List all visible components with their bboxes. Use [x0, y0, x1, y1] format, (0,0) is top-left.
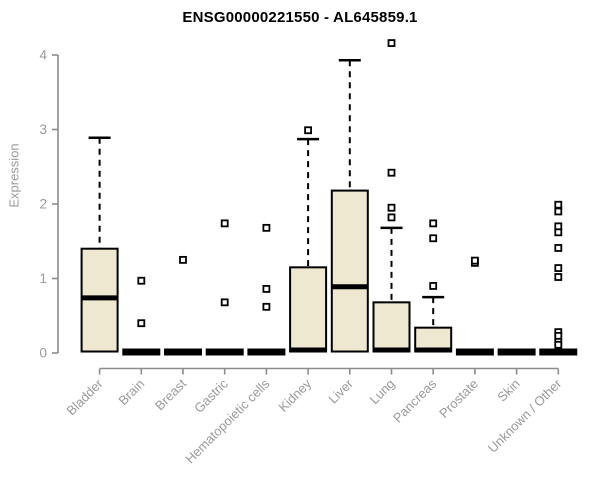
y-tick-label-3: 3	[39, 122, 47, 137]
outlier-gastric-0	[220, 219, 229, 228]
box-liver	[330, 189, 369, 353]
x-tick-label-unknown-other: Unknown / Other	[485, 376, 565, 456]
outlier-unknown-other-10	[554, 340, 563, 349]
flat-box-unknown-other	[539, 348, 578, 356]
y-tick-label-2: 2	[39, 197, 47, 212]
flat-box-prostate	[455, 348, 494, 356]
outlier-pancreas-0	[429, 219, 438, 228]
outlier-lung-3	[387, 213, 396, 222]
flat-box-hematopoietic-cells	[247, 348, 286, 356]
flat-box-brain	[122, 348, 161, 356]
x-tick-label-liver: Liver	[325, 376, 356, 407]
outlier-unknown-other-3	[554, 228, 563, 237]
flat-box-gastric	[205, 348, 244, 356]
x-tick-label-kidney: Kidney	[276, 376, 315, 415]
outlier-breast-0	[179, 255, 187, 264]
outlier-unknown-other-5	[554, 264, 563, 272]
x-tick-label-bladder: Bladder	[63, 376, 106, 419]
outlier-prostate-1	[470, 256, 479, 265]
x-tick-label-breast: Breast	[152, 376, 189, 413]
outlier-unknown-other-4	[554, 244, 563, 252]
outlier-lung-0	[387, 39, 396, 47]
outlier-kidney-0	[304, 126, 313, 135]
outlier-lung-1	[387, 168, 396, 177]
outlier-unknown-other-1	[554, 207, 563, 216]
outlier-hematopoietic-cells-1	[262, 285, 271, 293]
x-tick-label-brain: Brain	[115, 376, 147, 408]
outlier-hematopoietic-cells-2	[262, 302, 271, 311]
outlier-brain-0	[137, 276, 146, 285]
x-tick-label-gastric: Gastric	[191, 376, 231, 416]
x-tick-label-skin: Skin	[494, 376, 522, 404]
outlier-gastric-1	[220, 298, 229, 307]
outlier-pancreas-1	[429, 234, 438, 243]
box-kidney	[289, 266, 328, 353]
outlier-unknown-other-0	[554, 200, 563, 209]
y-tick-label-0: 0	[39, 346, 47, 361]
box-lung	[372, 301, 411, 353]
x-tick-label-prostate: Prostate	[436, 376, 481, 421]
x-tick-label-lung: Lung	[367, 376, 398, 407]
y-tick-label-4: 4	[39, 48, 47, 63]
flat-box-skin	[497, 348, 536, 356]
outlier-unknown-other-6	[554, 273, 563, 281]
chart-title: ENSG00000221550 - AL645859.1	[182, 9, 418, 26]
outlier-brain-1	[137, 319, 146, 328]
outlier-hematopoietic-cells-0	[262, 223, 271, 232]
y-tick-label-1: 1	[39, 271, 47, 286]
x-tick-label-pancreas: Pancreas	[390, 376, 440, 426]
flat-box-breast	[164, 348, 202, 356]
outlier-lung-2	[387, 203, 396, 212]
outlier-pancreas-2	[429, 282, 438, 290]
